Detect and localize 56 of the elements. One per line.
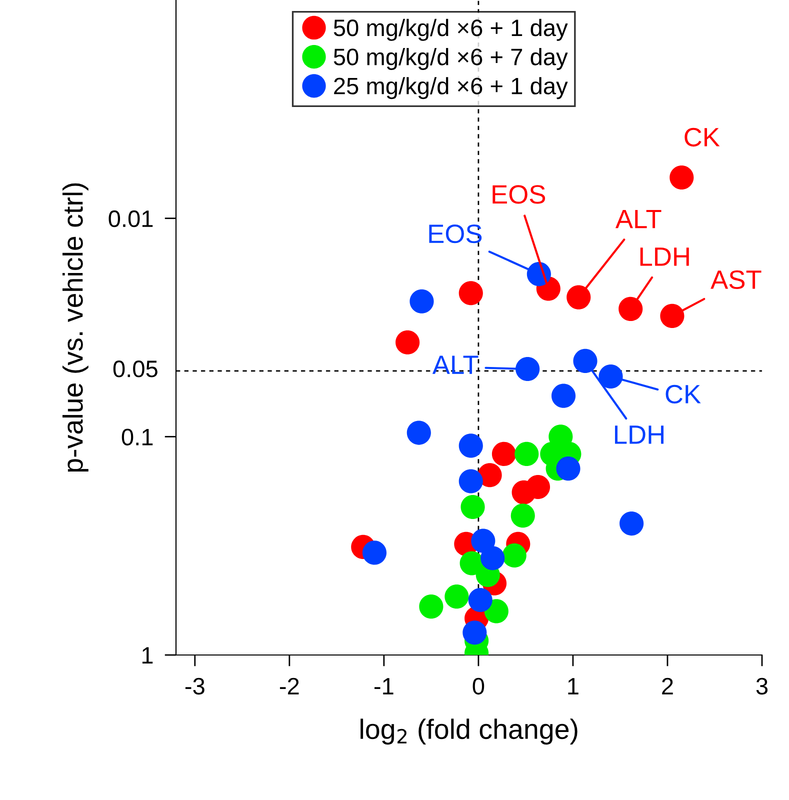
- point: [618, 296, 643, 321]
- ref-line-label: 0.05: [113, 360, 158, 378]
- point: [514, 442, 539, 466]
- annotation: AST: [710, 270, 762, 290]
- legend-label: 50 mg/kg/d ×6 + 7 day: [334, 48, 568, 70]
- point: [458, 469, 483, 494]
- x-tick-label: -1: [374, 678, 394, 694]
- point: [620, 512, 644, 536]
- annotation: LDH: [615, 426, 664, 444]
- x-tick-label: 3: [756, 678, 768, 695]
- legend-label: 25 mg/kg/d ×6 + 1 day: [334, 77, 568, 100]
- point: [492, 442, 516, 466]
- point: [471, 528, 496, 553]
- annotation: CK: [684, 128, 720, 147]
- point: [598, 364, 623, 388]
- annotation: EOS: [429, 224, 482, 244]
- annotation: LDH: [640, 248, 689, 266]
- point: [516, 357, 540, 382]
- point: [468, 588, 492, 612]
- point: [410, 289, 434, 314]
- point: [458, 434, 483, 458]
- point: [396, 330, 420, 354]
- point: [484, 599, 508, 624]
- x-tick-label: 0: [472, 678, 484, 695]
- x-tick-label: -3: [185, 678, 204, 695]
- point: [362, 540, 387, 565]
- point: [660, 304, 684, 328]
- point: [462, 620, 487, 645]
- point: [406, 420, 431, 445]
- point: [444, 584, 469, 609]
- x-tick-label: -2: [280, 678, 299, 694]
- x-tick-label: 1: [568, 678, 578, 694]
- point: [502, 543, 526, 568]
- x-axis-title: log$_{2}$ (fold change): [360, 718, 578, 745]
- y-tick-label: 0.1: [122, 428, 153, 446]
- annotation: EOS: [492, 185, 546, 204]
- point: [512, 480, 536, 504]
- annotation: CK: [666, 384, 701, 404]
- y-tick-label: 0.01: [108, 210, 153, 228]
- x-tick-label: 2: [662, 678, 673, 694]
- annotation: ALT: [432, 356, 478, 374]
- y-axis-title: p-value (vs. vehicle ctrl): [62, 183, 88, 472]
- point: [510, 504, 535, 528]
- point: [458, 281, 483, 306]
- point: [566, 285, 591, 310]
- point: [460, 494, 485, 520]
- annotation: ALT: [615, 210, 662, 228]
- point: [670, 165, 694, 190]
- point: [478, 463, 502, 488]
- point: [480, 546, 505, 570]
- y-tick-label: 1: [142, 647, 153, 664]
- point: [419, 594, 444, 619]
- point: [551, 384, 576, 408]
- point: [573, 348, 598, 373]
- legend-label: 50 mg/kg/d ×6 + 1 day: [334, 18, 568, 41]
- point: [556, 456, 580, 481]
